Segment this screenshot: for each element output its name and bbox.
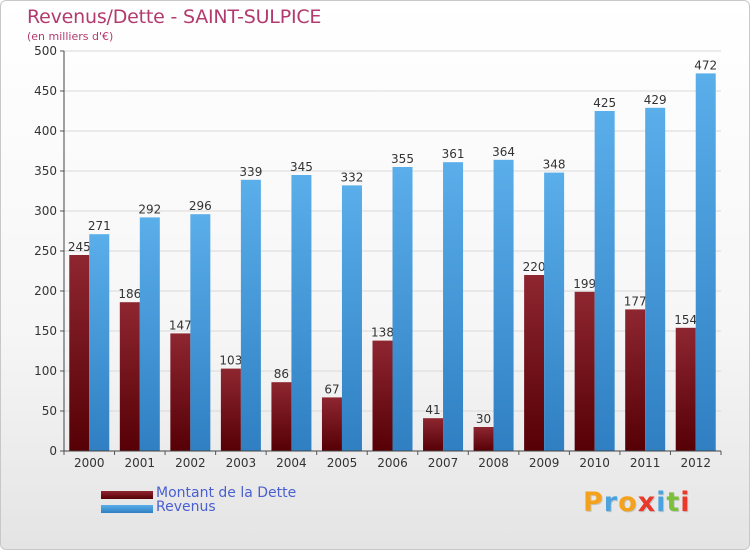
proxiti-logo: Proxiti: [583, 487, 691, 518]
x-tick-label: 2012: [680, 456, 711, 470]
data-label-revenus: 339: [239, 165, 262, 179]
data-label-revenus: 472: [694, 58, 717, 72]
x-tick-label: 2011: [630, 456, 661, 470]
y-tick-label: 250: [34, 244, 57, 258]
data-label-revenus: 355: [391, 152, 414, 166]
bar-dette: [473, 427, 494, 451]
bar-revenus: [493, 159, 514, 452]
data-label-dette: 177: [624, 294, 647, 308]
x-tick-label: 2000: [74, 456, 105, 470]
data-label-revenus: 425: [593, 96, 616, 110]
bar-dette: [170, 333, 191, 451]
y-tick-label: 500: [34, 44, 57, 58]
bar-revenus: [89, 234, 110, 451]
bar-dette: [423, 418, 444, 451]
bar-dette: [524, 275, 545, 451]
bar-revenus: [695, 73, 716, 452]
legend-swatch-dette: [101, 491, 153, 499]
data-label-dette: 147: [169, 318, 192, 332]
data-label-revenus: 271: [88, 219, 111, 233]
chart-title: Revenus/Dette - SAINT-SULPICE: [27, 6, 322, 28]
x-tick-label: 2010: [579, 456, 610, 470]
bar-revenus: [341, 185, 362, 451]
y-tick-label: 200: [34, 284, 57, 298]
y-tick-label: 400: [34, 124, 57, 138]
x-tick-label: 2005: [327, 456, 358, 470]
y-tick-label: 50: [42, 404, 57, 418]
data-label-revenus: 364: [492, 145, 515, 159]
y-axis: 0 50 100 150 200 250 300 350 400 450 500: [34, 44, 65, 458]
legend-label-revenus: Revenus: [156, 499, 216, 515]
y-tick-label: 100: [34, 364, 57, 378]
logo-letter: i: [680, 487, 691, 518]
x-tick-label: 2004: [276, 456, 307, 470]
data-label-dette: 41: [425, 403, 440, 417]
x-tick-label: 2008: [478, 456, 509, 470]
bar-revenus: [240, 179, 261, 452]
logo-letter: i: [656, 487, 667, 518]
bar-dette: [69, 255, 90, 451]
data-label-dette: 67: [324, 382, 339, 396]
bars: 245 271 186 292 147 296 103 339 86 345 67 332 138 355…: [68, 58, 717, 452]
x-tick-label: 2003: [226, 456, 257, 470]
bar-dette: [675, 327, 696, 451]
x-tick-label: 2002: [175, 456, 206, 470]
logo-letter: r: [603, 487, 619, 518]
data-label-revenus: 361: [442, 147, 465, 161]
y-tick-label: 0: [49, 444, 57, 458]
bar-revenus: [392, 167, 413, 451]
logo-letter: o: [618, 487, 638, 518]
data-label-revenus: 429: [644, 93, 667, 107]
data-label-dette: 245: [68, 240, 91, 254]
x-tick-label: 2007: [428, 456, 459, 470]
logo-letter: x: [637, 487, 657, 518]
bar-dette: [271, 382, 292, 451]
data-label-revenus: 292: [138, 202, 161, 216]
bar-dette: [220, 368, 241, 451]
logo-letter: P: [583, 487, 604, 518]
bar-revenus: [645, 107, 666, 452]
data-label-revenus: 348: [543, 158, 566, 172]
data-label-revenus: 332: [341, 170, 364, 184]
data-label-dette: 154: [674, 313, 697, 327]
bar-revenus: [544, 172, 565, 451]
bar-dette: [574, 291, 595, 451]
bar-revenus: [139, 217, 160, 451]
bar-revenus: [190, 214, 211, 451]
y-tick-label: 300: [34, 204, 57, 218]
data-label-dette: 138: [371, 326, 394, 340]
data-label-dette: 86: [274, 367, 289, 381]
chart-subtitle: (en milliers d'€): [27, 30, 114, 43]
bar-dette: [625, 309, 646, 451]
data-label-dette: 30: [476, 412, 491, 426]
bar-dette: [372, 340, 393, 451]
data-label-dette: 103: [219, 354, 242, 368]
data-label-dette: 220: [523, 260, 546, 274]
x-tick-label: 2006: [377, 456, 408, 470]
bar-dette: [321, 397, 342, 451]
x-axis: 2000 2001 2002 2003 2004 2005 2006 2007 2008 2009…: [63, 450, 722, 470]
bar-revenus: [291, 175, 312, 451]
logo-letter: t: [666, 487, 681, 518]
legend-label-dette: Montant de la Dette: [156, 485, 297, 501]
y-tick-label: 350: [34, 164, 57, 178]
data-label-dette: 199: [573, 277, 596, 291]
x-tick-label: 2009: [529, 456, 560, 470]
bar-dette: [119, 302, 140, 451]
data-label-revenus: 345: [290, 160, 313, 174]
bar-revenus: [594, 111, 615, 451]
data-label-revenus: 296: [189, 199, 212, 213]
legend-swatch-revenus: [101, 505, 153, 513]
x-tick-label: 2001: [125, 456, 156, 470]
bar-revenus: [443, 162, 464, 451]
y-tick-label: 150: [34, 324, 57, 338]
data-label-dette: 186: [118, 287, 141, 301]
y-tick-label: 450: [34, 84, 57, 98]
